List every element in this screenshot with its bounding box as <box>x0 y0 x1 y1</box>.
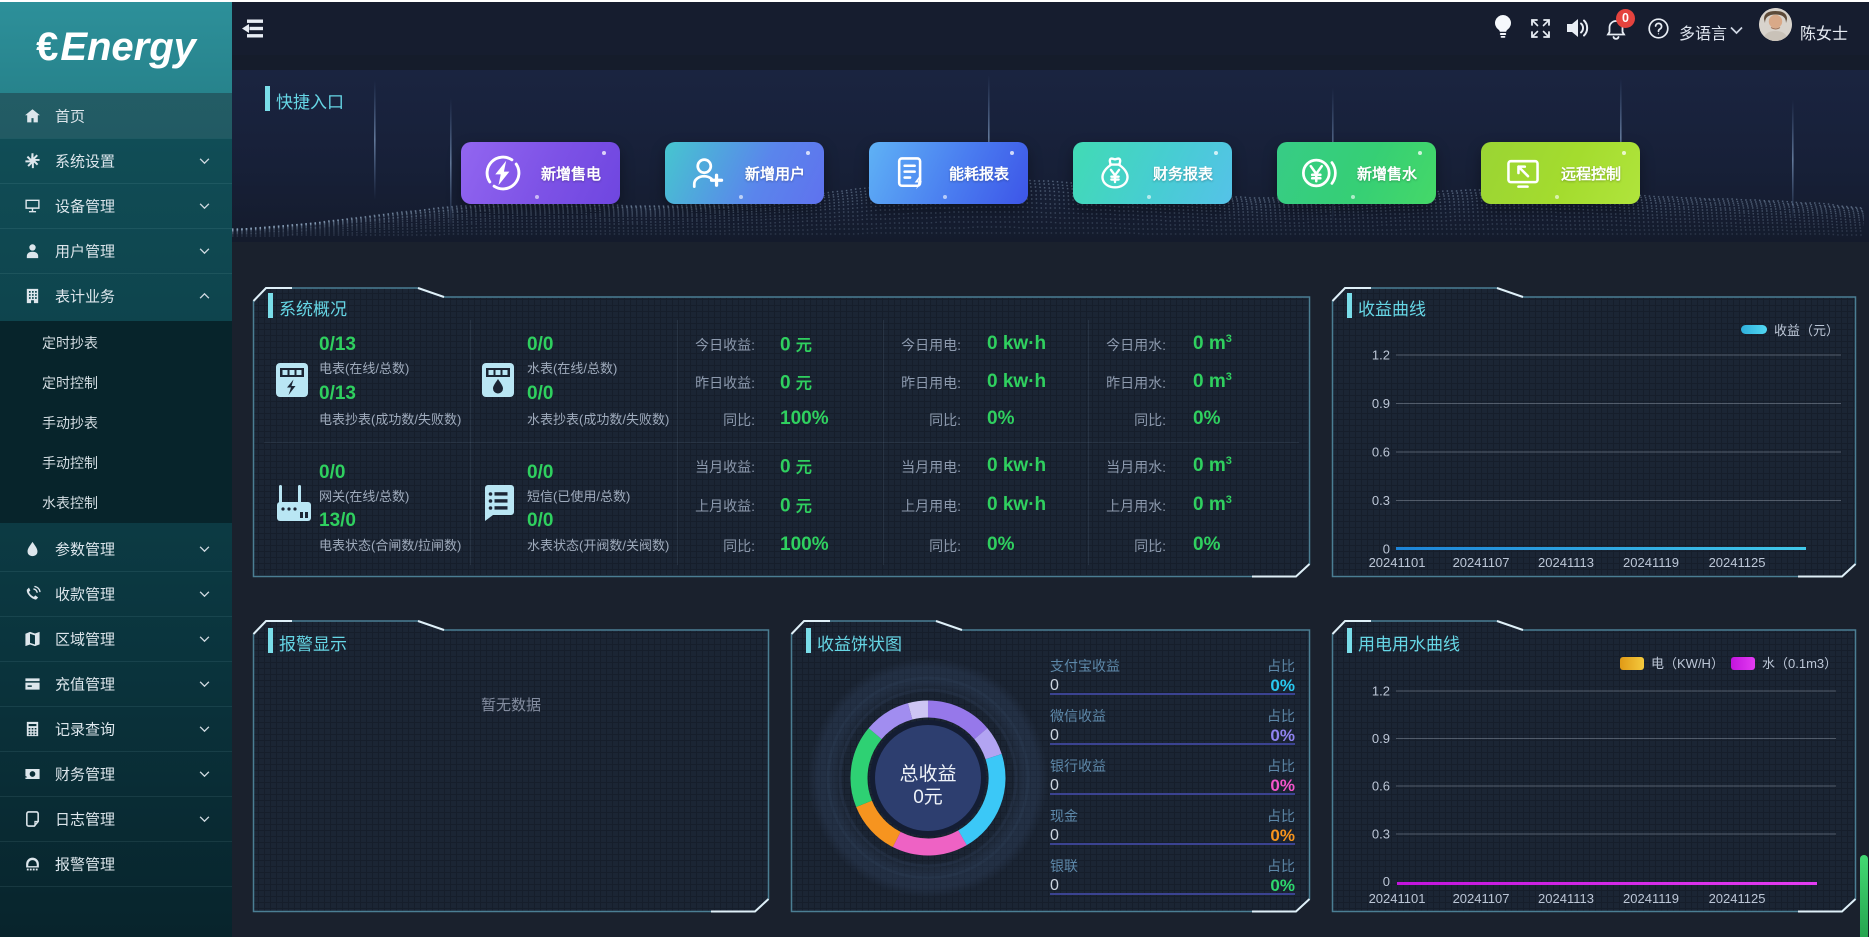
svg-text:20241125: 20241125 <box>1709 555 1766 570</box>
svg-text:20241119: 20241119 <box>1623 891 1679 906</box>
svg-text:20241113: 20241113 <box>1538 555 1594 570</box>
svg-text:20241113: 20241113 <box>1538 891 1594 906</box>
svg-text:0: 0 <box>1383 874 1390 889</box>
svg-text:0.9: 0.9 <box>1372 731 1390 746</box>
svg-text:电（KW/H）: 电（KW/H） <box>1651 656 1724 671</box>
svg-text:水（0.1m3）: 水（0.1m3） <box>1762 656 1837 671</box>
svg-text:1.2: 1.2 <box>1372 684 1390 699</box>
svg-text:0.3: 0.3 <box>1372 827 1390 842</box>
svg-text:20241119: 20241119 <box>1623 555 1679 570</box>
svg-text:0.9: 0.9 <box>1372 396 1390 411</box>
svg-text:20241101: 20241101 <box>1369 891 1426 906</box>
svg-text:0.6: 0.6 <box>1372 779 1390 794</box>
svg-text:0.3: 0.3 <box>1372 493 1390 508</box>
svg-text:1.2: 1.2 <box>1372 348 1390 363</box>
svg-text:20241101: 20241101 <box>1369 555 1426 570</box>
svg-text:0.6: 0.6 <box>1372 445 1390 460</box>
svg-text:20241107: 20241107 <box>1453 555 1510 570</box>
svg-text:20241107: 20241107 <box>1453 891 1510 906</box>
svg-text:20241125: 20241125 <box>1709 891 1766 906</box>
svg-text:收益（元）: 收益（元） <box>1774 323 1839 338</box>
svg-text:0: 0 <box>1383 542 1390 557</box>
